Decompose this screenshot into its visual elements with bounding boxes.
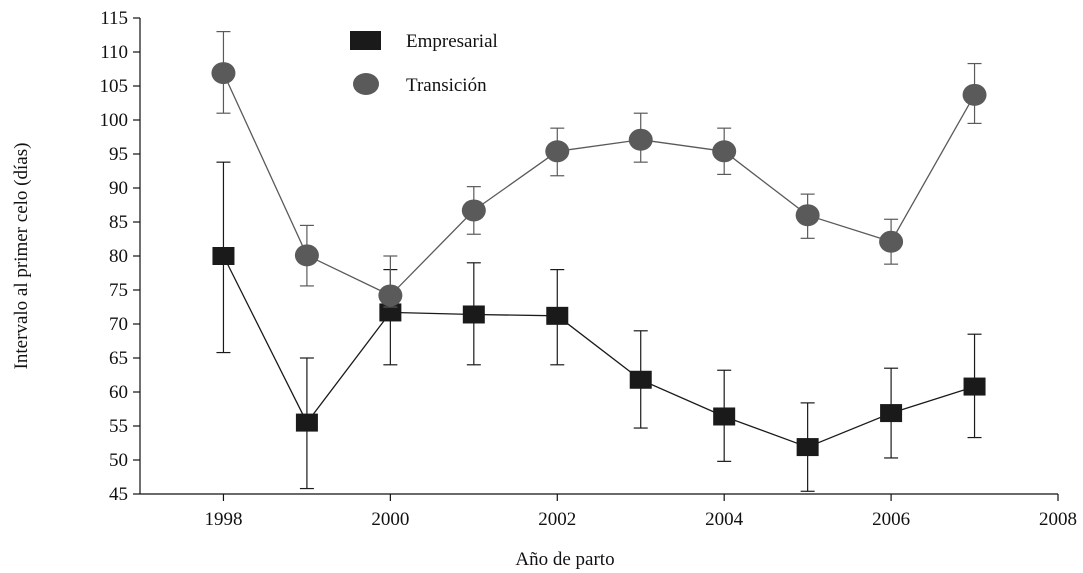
data-point <box>378 284 403 307</box>
series-layer <box>211 31 987 492</box>
data-point <box>379 303 402 322</box>
data-point <box>295 413 318 432</box>
y-tick-label: 75 <box>109 280 128 301</box>
data-point <box>546 306 569 325</box>
y-tick-label: 105 <box>100 76 129 97</box>
data-point <box>212 247 235 265</box>
y-tick-label: 100 <box>100 110 129 131</box>
data-point <box>795 204 820 227</box>
legend-label-transicion: Transición <box>406 75 487 96</box>
data-point <box>294 244 319 267</box>
series-empresarial <box>212 161 986 492</box>
y-tick-label: 55 <box>109 416 128 437</box>
legend-marker-empresarial <box>350 31 381 50</box>
y-tick-label: 60 <box>109 382 128 403</box>
series-transicion <box>211 31 987 308</box>
y-tick-label: 65 <box>109 348 128 369</box>
y-tick-label: 95 <box>109 144 128 165</box>
data-point <box>629 370 652 389</box>
data-point <box>963 377 986 396</box>
x-tick-label: 2004 <box>705 509 744 530</box>
series-line <box>222 72 976 297</box>
data-point <box>462 305 485 324</box>
legend-marker-transicion <box>353 73 379 95</box>
data-point <box>796 438 819 457</box>
data-point <box>712 140 737 163</box>
x-tick-label: 2006 <box>872 509 910 530</box>
ticks: 45 50 55 60 65 70 75 80 85 90 95 100 105 110 115 1998 20… <box>100 8 1078 530</box>
y-tick-label: 50 <box>109 450 128 471</box>
data-point <box>713 407 736 426</box>
y-axis-title: Intervalo al primer celo (días) <box>11 143 32 370</box>
legend-label-empresarial: Empresarial <box>406 31 498 52</box>
axes <box>139 18 1058 495</box>
y-tick-label: 110 <box>100 42 128 63</box>
legend: Empresarial Transición <box>350 31 498 96</box>
x-tick-label: 2008 <box>1039 509 1077 530</box>
y-tick-label: 80 <box>109 246 128 267</box>
y-tick-label: 70 <box>109 314 128 335</box>
x-tick-label: 2002 <box>538 509 576 530</box>
data-point <box>545 140 570 163</box>
y-tick-label: 45 <box>109 484 128 505</box>
y-tick-label: 115 <box>100 8 128 29</box>
series-line <box>222 255 975 448</box>
y-tick-label: 85 <box>109 212 128 233</box>
data-point <box>211 62 236 85</box>
data-point <box>879 230 904 253</box>
y-tick-label: 90 <box>109 178 128 199</box>
x-tick-label: 1998 <box>204 509 242 530</box>
x-tick-label: 2000 <box>371 509 409 530</box>
data-point <box>461 199 486 222</box>
x-axis-title: Año de parto <box>515 549 614 570</box>
data-point <box>962 83 987 106</box>
data-point <box>628 128 653 151</box>
data-point <box>880 404 903 423</box>
